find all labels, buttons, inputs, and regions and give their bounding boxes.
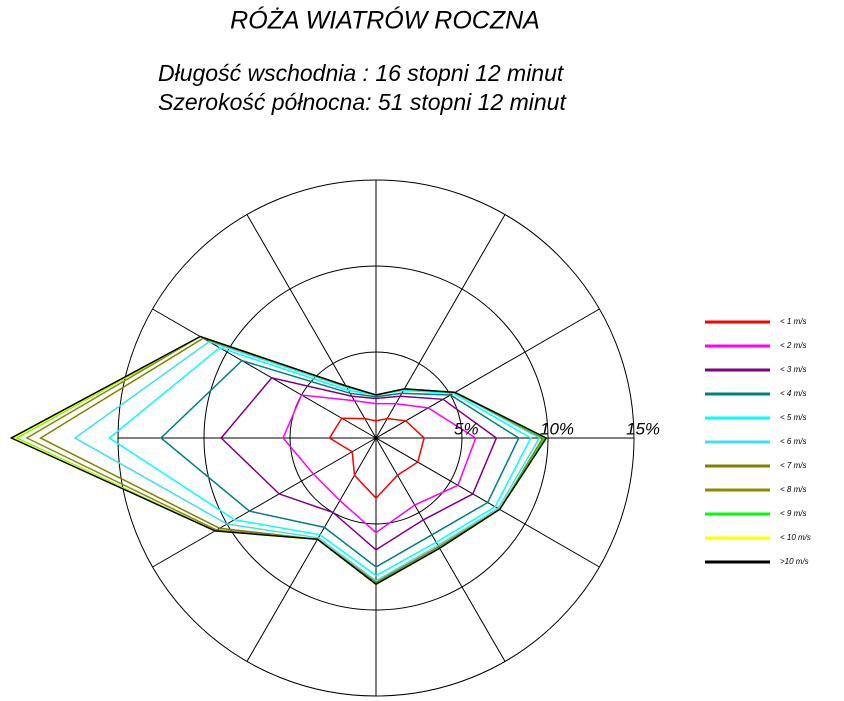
- series-line: [14, 335, 546, 586]
- series-line: [282, 394, 477, 534]
- legend-label: < 5 m/s: [780, 413, 806, 422]
- legend-label: < 8 m/s: [780, 485, 806, 494]
- spoke: [375, 437, 506, 662]
- legend-label: >10 m/s: [780, 557, 809, 566]
- subtitle: Szerokość północna: 51 stopni 12 minut: [158, 89, 567, 115]
- r-tick-label: 5%: [454, 419, 479, 438]
- legend-label: < 4 m/s: [780, 389, 806, 398]
- subtitle: Długość wschodnia : 16 stopni 12 minut: [158, 60, 565, 86]
- chart-title: RÓŻA WIATRÓW ROCZNA: [230, 6, 540, 35]
- spoke: [375, 214, 506, 439]
- spoke: [246, 214, 377, 439]
- r-tick-label: 10%: [540, 419, 574, 438]
- series-line: [328, 417, 426, 500]
- legend-label: < 2 m/s: [780, 341, 806, 350]
- spoke: [375, 308, 600, 439]
- series-line: [108, 346, 532, 577]
- legend-label: < 1 m/s: [780, 317, 806, 326]
- legend-label: < 10 m/s: [780, 533, 811, 542]
- legend-label: < 7 m/s: [780, 461, 806, 470]
- legend-label: < 6 m/s: [780, 437, 806, 446]
- legend-label: < 9 m/s: [780, 509, 806, 518]
- spoke: [152, 437, 377, 568]
- series-line: [220, 376, 498, 551]
- spoke: [152, 308, 377, 439]
- series-line: [159, 359, 520, 568]
- legend-label: < 3 m/s: [780, 365, 806, 374]
- series-line: [9, 335, 548, 586]
- r-tick-label: 15%: [626, 419, 660, 438]
